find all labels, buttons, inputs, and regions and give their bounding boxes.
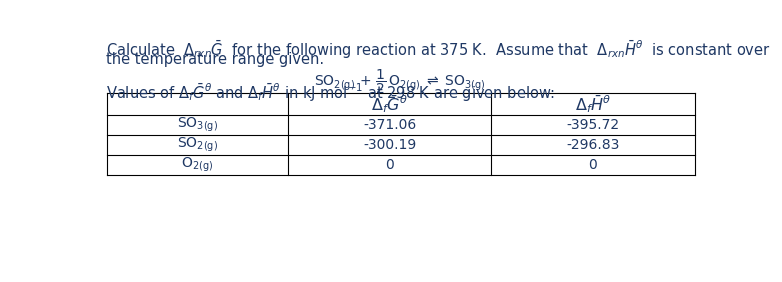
- Text: $\mathrm{SO}_{2(\mathrm{g})}$$\,+\,\dfrac{1}{2}\,\mathrm{O}_{2(\mathrm{g})}$$\;\: $\mathrm{SO}_{2(\mathrm{g})}$$\,+\,\dfra…: [314, 68, 486, 96]
- Text: $\mathrm{SO}_{2(\mathrm{g})}$: $\mathrm{SO}_{2(\mathrm{g})}$: [177, 136, 218, 154]
- Text: $\mathrm{SO}_{3(\mathrm{g})}$: $\mathrm{SO}_{3(\mathrm{g})}$: [177, 116, 218, 134]
- Text: -300.19: -300.19: [363, 138, 416, 152]
- Text: -371.06: -371.06: [363, 118, 416, 132]
- Text: 0: 0: [386, 158, 394, 172]
- Text: $\Delta_f\bar{G}^{\theta}$: $\Delta_f\bar{G}^{\theta}$: [371, 93, 408, 115]
- Text: $\mathrm{O}_{2(\mathrm{g})}$: $\mathrm{O}_{2(\mathrm{g})}$: [181, 156, 213, 174]
- Text: Values of $\Delta_f\bar{G}^{\theta}$ and $\Delta_f\bar{H}^{\theta}$ in kJ mol$^{: Values of $\Delta_f\bar{G}^{\theta}$ and…: [106, 81, 554, 103]
- Text: 0: 0: [589, 158, 597, 172]
- Text: -395.72: -395.72: [566, 118, 619, 132]
- Text: -296.83: -296.83: [566, 138, 619, 152]
- Text: $\Delta_f\bar{H}^{\theta}$: $\Delta_f\bar{H}^{\theta}$: [575, 93, 611, 115]
- Text: Calculate  $\Delta_{rxn}\bar{G}$  for the following reaction at 375 K.  Assume t: Calculate $\Delta_{rxn}\bar{G}$ for the …: [106, 39, 770, 61]
- Text: the temperature range given.: the temperature range given.: [106, 52, 324, 67]
